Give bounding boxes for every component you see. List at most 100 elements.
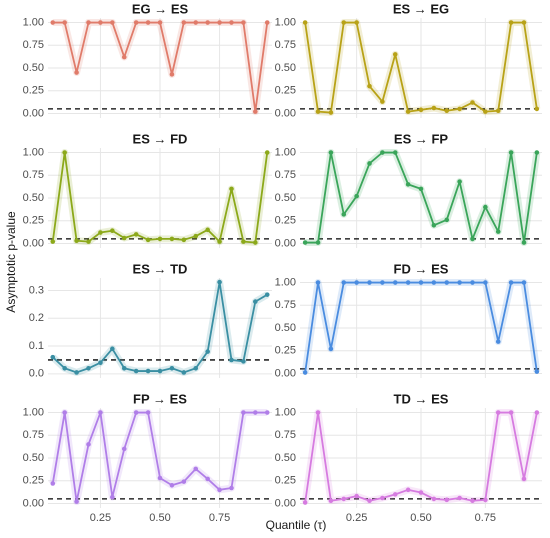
point (470, 100, 475, 105)
y-tick-label: 0.75 (275, 299, 296, 311)
point (145, 237, 151, 243)
point (470, 498, 475, 504)
point (86, 365, 91, 371)
point (181, 237, 187, 243)
point (169, 482, 175, 488)
point (193, 466, 199, 472)
point (193, 20, 199, 25)
y-tick-label: 0.75 (275, 169, 296, 181)
point (315, 410, 321, 415)
point (110, 20, 115, 25)
point (205, 476, 210, 482)
point (50, 20, 56, 25)
point (157, 236, 163, 242)
point (133, 410, 139, 415)
y-tick-label: 0.75 (23, 169, 44, 181)
point (241, 410, 246, 415)
point (534, 150, 540, 155)
point (50, 481, 56, 486)
point (62, 20, 67, 25)
y-tick-label: 0.50 (23, 62, 44, 74)
point (98, 360, 103, 366)
y-tick-label: 1.00 (275, 276, 296, 288)
y-tick-label: 0.25 (275, 85, 296, 97)
point (380, 99, 385, 104)
point (380, 280, 385, 285)
point (367, 161, 372, 166)
y-tick-label: 1.00 (23, 406, 44, 418)
x-tick-label: 0.25 (90, 512, 111, 524)
point (367, 498, 372, 504)
point (495, 229, 501, 234)
point (217, 279, 222, 285)
point (444, 497, 450, 503)
point (457, 106, 462, 112)
x-tick-label: 0.75 (475, 512, 496, 524)
point (405, 109, 411, 114)
y-tick-label: 0.50 (275, 192, 296, 204)
point (241, 20, 246, 25)
point (328, 110, 334, 115)
point (169, 365, 175, 371)
point (444, 217, 450, 223)
point (431, 105, 437, 111)
y-tick-label: 0.25 (23, 85, 44, 97)
point (121, 235, 127, 241)
point (157, 475, 163, 481)
point (457, 179, 462, 184)
point (431, 222, 437, 228)
point (241, 239, 246, 244)
y-tick-label: 0.50 (275, 452, 296, 464)
y-tick-label: 1.00 (23, 16, 44, 28)
point (98, 410, 103, 415)
point (341, 280, 347, 285)
y-tick-label: 1.00 (275, 16, 296, 28)
y-tick-label: 0.75 (23, 39, 44, 51)
x-axis-label: Quantile (τ) (266, 518, 327, 532)
y-tick-label: 0.75 (275, 39, 296, 51)
point (367, 83, 372, 89)
point (157, 368, 163, 374)
point (534, 369, 540, 374)
point (264, 150, 270, 155)
point (145, 410, 151, 415)
y-tick-label: 0.0 (29, 368, 44, 380)
point (354, 20, 359, 25)
point (405, 280, 411, 285)
point (508, 410, 514, 415)
point (229, 20, 234, 25)
point (193, 233, 199, 239)
y-tick-label: 0.25 (275, 215, 296, 227)
panel-title: FP → ES (133, 391, 187, 406)
point (457, 280, 462, 285)
point (495, 108, 501, 114)
panel-title: ES → FP (394, 131, 449, 146)
point (392, 150, 398, 155)
point (157, 20, 163, 25)
point (253, 299, 258, 304)
point (181, 370, 187, 375)
y-tick-label: 0.00 (275, 237, 296, 249)
point (405, 182, 411, 187)
point (205, 227, 210, 233)
point (50, 354, 56, 360)
point (315, 109, 321, 114)
point (62, 150, 67, 155)
point (110, 228, 115, 234)
point (328, 498, 334, 504)
point (315, 280, 321, 285)
point (354, 280, 359, 285)
point (86, 239, 91, 244)
point (483, 109, 488, 114)
point (62, 365, 67, 371)
point (302, 20, 308, 25)
point (392, 52, 398, 57)
point (241, 359, 246, 364)
point (169, 72, 175, 77)
point (121, 54, 127, 60)
point (508, 20, 514, 25)
y-tick-label: 0.50 (275, 62, 296, 74)
point (74, 499, 79, 504)
point (264, 292, 270, 297)
